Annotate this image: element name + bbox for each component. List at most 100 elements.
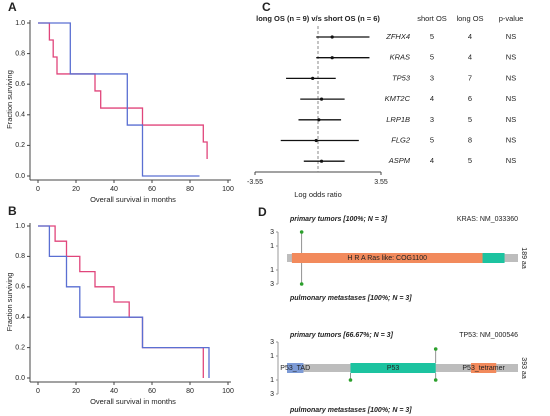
lollipop-head xyxy=(299,282,304,286)
x-tick-label: 100 xyxy=(222,186,234,193)
table-cell: NS xyxy=(506,73,516,82)
x-tick-label: 60 xyxy=(148,186,156,193)
lollipop-head xyxy=(433,347,438,351)
panel-label: C xyxy=(262,0,271,14)
table-cell: 7 xyxy=(468,73,472,82)
panel-label: B xyxy=(8,204,17,218)
y-tick-label: 0.0 xyxy=(15,173,25,180)
x-tick-label: 40 xyxy=(110,388,118,395)
track-label: pulmonary metastases [100%; N = 3] xyxy=(289,407,412,414)
table-cell: 5 xyxy=(468,115,472,124)
table-cell: 4 xyxy=(468,32,472,41)
y-tick-label: 0.4 xyxy=(15,112,25,119)
point-estimate xyxy=(314,138,318,143)
point-estimate xyxy=(330,35,334,39)
count-tick-label: 3 xyxy=(270,339,274,346)
gene-label: ZFHX4 xyxy=(385,32,410,41)
y-tick-label: 0.8 xyxy=(15,50,25,57)
x-tick-label: 80 xyxy=(186,388,194,395)
gene-label: KRAS: NM_033360 xyxy=(457,216,518,223)
track-label: pulmonary metastases [100%; N = 3] xyxy=(289,295,412,302)
domain-label: P53_tetramer xyxy=(462,365,505,372)
domain xyxy=(291,253,483,263)
x-tick-label: 60 xyxy=(148,388,156,395)
column-header: long OS xyxy=(456,14,483,23)
x-tick-label: 100 xyxy=(222,388,234,395)
column-header: p-value xyxy=(499,14,524,23)
track-label: primary tumors [66.67%; N = 3] xyxy=(289,332,394,339)
table-cell: 8 xyxy=(468,135,472,144)
table-cell: 5 xyxy=(430,135,434,144)
table-cell: NS xyxy=(506,135,516,144)
y-tick-label: 0.2 xyxy=(15,344,25,351)
y-tick-label: 0.6 xyxy=(15,81,25,88)
lollipop-head xyxy=(299,230,304,234)
domain xyxy=(470,363,497,373)
count-tick-label: 3 xyxy=(270,281,274,288)
x-tick-label: 0 xyxy=(36,186,40,193)
x-tick-label: 3.55 xyxy=(374,179,388,186)
x-tick-label: 0 xyxy=(36,388,40,395)
count-tick-label: 1 xyxy=(270,377,274,384)
length-label: 189 aa xyxy=(520,247,527,269)
gene-label: TP53: NM_000546 xyxy=(459,332,518,339)
table-cell: 6 xyxy=(468,94,472,103)
gene-label: ASPM xyxy=(388,156,411,165)
panel-label: D xyxy=(258,205,267,219)
domain-label: P53 xyxy=(387,365,400,372)
domain xyxy=(482,253,505,263)
y-tick-label: 0.8 xyxy=(15,253,25,260)
length-label: 393 aa xyxy=(520,357,527,379)
x-axis-label: Overall survival in months xyxy=(90,397,176,406)
point-estimate xyxy=(330,56,334,60)
domain xyxy=(287,363,304,373)
point-estimate xyxy=(317,118,321,122)
y-tick-label: 0.0 xyxy=(15,375,25,382)
gene-label: KRAS xyxy=(390,53,410,62)
table-cell: 5 xyxy=(468,156,472,165)
table-cell: 3 xyxy=(430,73,434,82)
lollipop-head xyxy=(348,378,353,382)
x-tick-label: 20 xyxy=(72,388,80,395)
survival-curve xyxy=(38,22,208,160)
gene-label: KMT2C xyxy=(385,94,411,103)
y-tick-label: 1.0 xyxy=(15,20,25,27)
count-tick-label: 3 xyxy=(270,229,274,236)
chart-title: long OS (n = 9) v/s short OS (n = 6) xyxy=(256,14,380,23)
count-tick-label: 1 xyxy=(270,353,274,360)
y-tick-label: 0.6 xyxy=(15,284,25,291)
domain-label: H R A Ras like: COG1100 xyxy=(347,255,427,262)
count-tick-label: 1 xyxy=(270,267,274,274)
point-estimate xyxy=(311,76,315,80)
point-estimate xyxy=(319,97,324,101)
survival-curve xyxy=(38,225,204,378)
table-cell: NS xyxy=(506,115,516,124)
domain-label: P53_TAD xyxy=(280,365,310,372)
table-cell: 4 xyxy=(468,53,472,62)
survival-curve xyxy=(38,22,200,177)
x-tick-label: 20 xyxy=(72,186,80,193)
survival-curve xyxy=(38,225,210,378)
gene-label: FLG2 xyxy=(391,135,411,144)
column-header: short OS xyxy=(417,14,447,23)
x-tick-label: 40 xyxy=(110,186,118,193)
y-tick-label: 0.2 xyxy=(15,142,25,149)
table-cell: 5 xyxy=(430,32,434,41)
panel-label: A xyxy=(8,0,17,14)
gene-label: LRP1B xyxy=(386,115,410,124)
y-tick-label: 0.4 xyxy=(15,314,25,321)
x-axis-label: Log odds ratio xyxy=(294,190,342,199)
x-tick-label: 80 xyxy=(186,186,194,193)
table-cell: NS xyxy=(506,156,516,165)
count-tick-label: 1 xyxy=(270,243,274,250)
table-cell: 5 xyxy=(430,53,434,62)
y-axis-label: Fraction surviving xyxy=(5,273,14,332)
x-axis-label: Overall survival in months xyxy=(90,195,176,204)
y-axis-label: Fraction surviving xyxy=(5,70,14,129)
table-cell: 4 xyxy=(430,94,434,103)
domain xyxy=(350,363,436,373)
table-cell: NS xyxy=(506,94,516,103)
point-estimate xyxy=(319,159,324,163)
table-cell: NS xyxy=(506,53,516,62)
